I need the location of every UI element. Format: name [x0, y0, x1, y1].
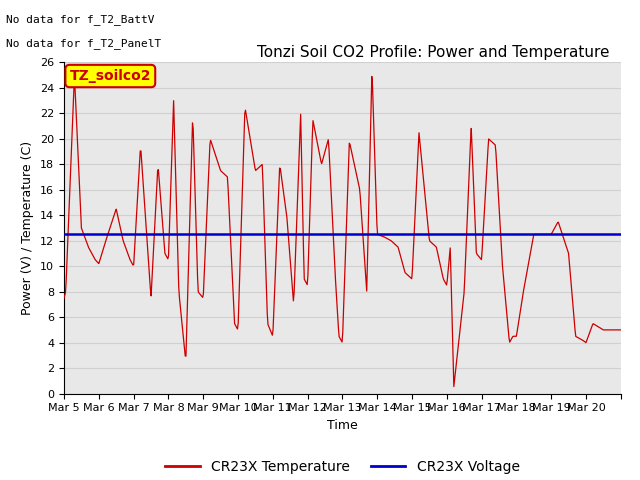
- Text: No data for f_T2_BattV: No data for f_T2_BattV: [6, 14, 155, 25]
- Text: TZ_soilco2: TZ_soilco2: [70, 69, 151, 83]
- X-axis label: Time: Time: [327, 419, 358, 432]
- Text: Tonzi Soil CO2 Profile: Power and Temperature: Tonzi Soil CO2 Profile: Power and Temper…: [257, 45, 610, 60]
- Legend: CR23X Temperature, CR23X Voltage: CR23X Temperature, CR23X Voltage: [159, 454, 525, 480]
- Text: No data for f_T2_PanelT: No data for f_T2_PanelT: [6, 38, 162, 49]
- Y-axis label: Power (V) / Temperature (C): Power (V) / Temperature (C): [22, 141, 35, 315]
